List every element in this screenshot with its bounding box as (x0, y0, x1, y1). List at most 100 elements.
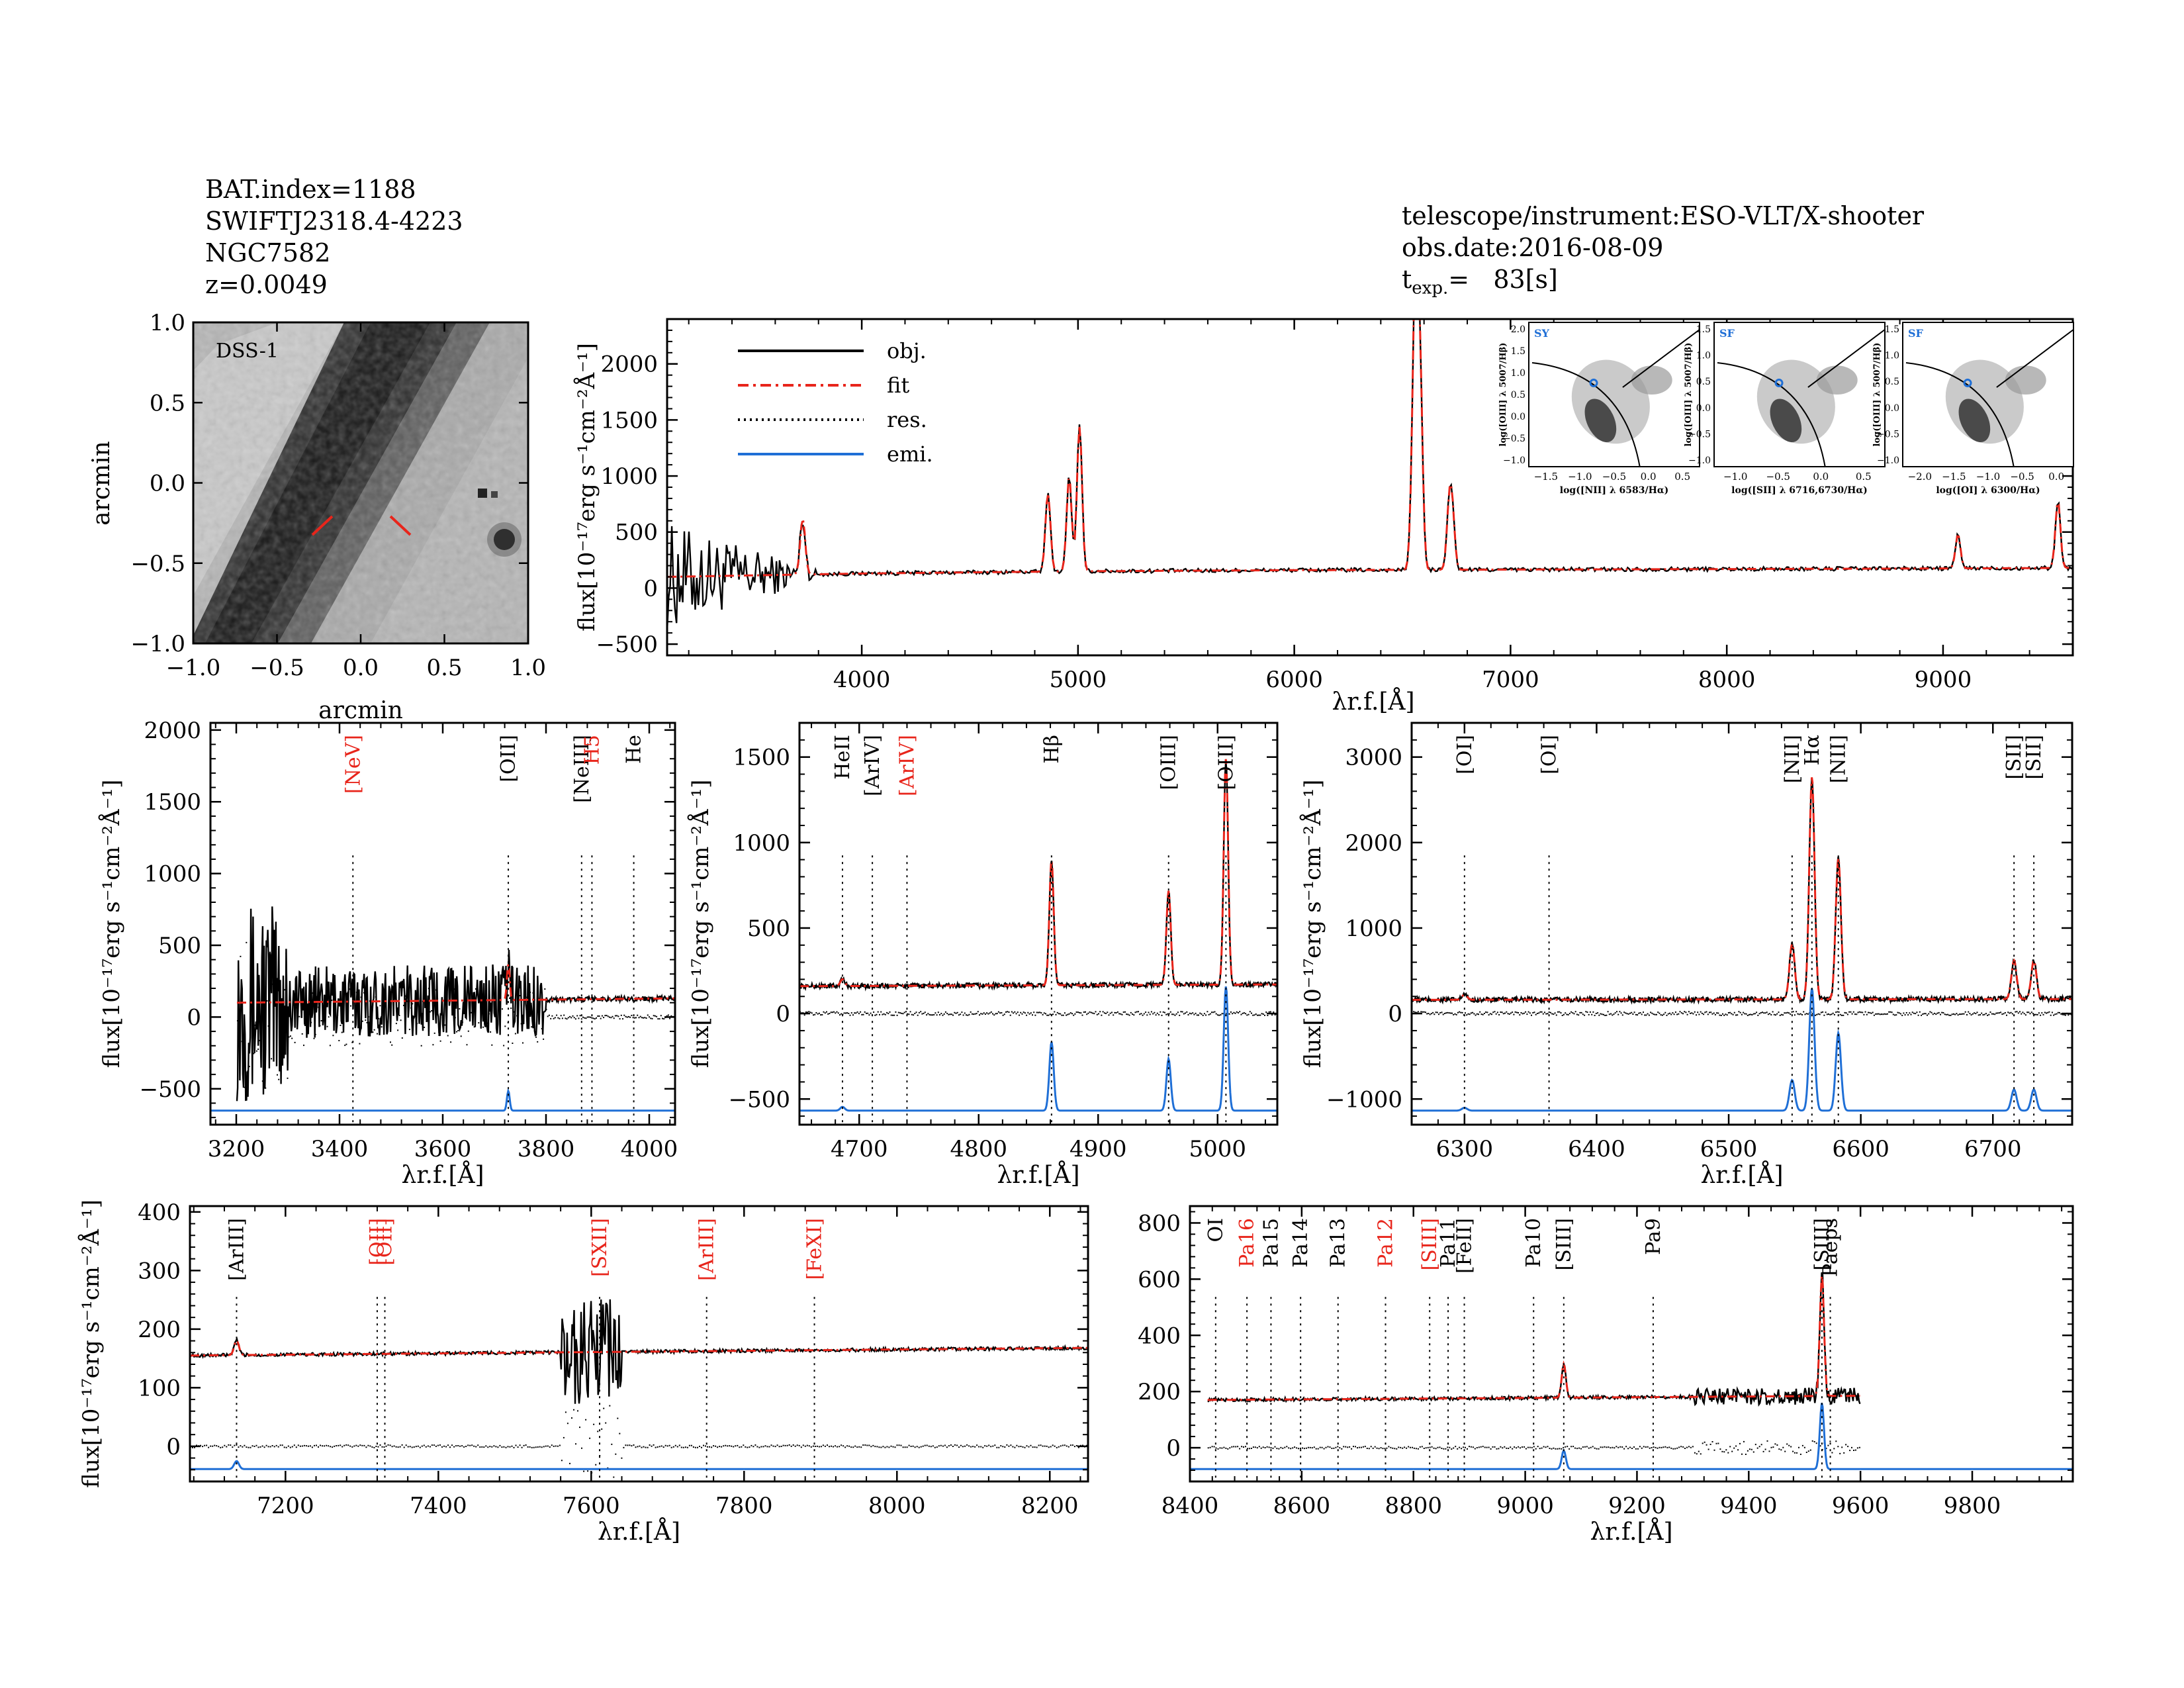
line-label: Pa11 (1437, 1218, 1460, 1268)
line-label: [NeIII] (570, 735, 594, 803)
bpt-xtick-label: 0.0 (2048, 471, 2064, 483)
density-core (1770, 399, 1802, 443)
spectrum-panels: 4000 5000 6000 7000 8000 9000−500050010001500… (77, 318, 2074, 1546)
xtick-label: 5000 (1189, 1136, 1246, 1162)
xtick-label: 7200 (257, 1493, 314, 1519)
xtick-label: 5000 (1050, 667, 1107, 693)
line-label: [SIII] (1418, 1218, 1441, 1271)
emission-model (1412, 988, 2072, 1112)
x-axis-label: λr.f.[Å] (1700, 1161, 1783, 1189)
bpt-class-tag: SY (1534, 327, 1550, 340)
line-label: Pa12 (1375, 1218, 1398, 1268)
bpt-ytick-label: −0.5 (1503, 434, 1525, 444)
object-spectrum (1412, 777, 2072, 1005)
bpt-inset-frame (1528, 322, 1700, 467)
line-label: [NeV] (341, 735, 365, 794)
line-label: [NII] (1827, 735, 1850, 783)
object-spectrum (1207, 1272, 1861, 1407)
dss-xlabel: arcmin (318, 697, 403, 724)
bpt-insets: SY−1.5 −1.0 −0.5 0.0 0.52.01.51.00.50.0−0.5−… (1498, 322, 2074, 496)
xtick-label: 9200 (1608, 1493, 1666, 1519)
line-label: Pa16 (1236, 1218, 1259, 1268)
bpt-ytick-label: 0.0 (1885, 403, 1899, 414)
bpt-xtick-label: −1.5 (1534, 471, 1558, 483)
legend: obj. fit res. emi. (738, 338, 933, 467)
xtick-label: 3200 (208, 1136, 265, 1162)
bpt-xtick-label: −1.0 (1976, 471, 2000, 483)
line-label: [OII] (373, 1218, 396, 1266)
ytick-label: 0 (643, 575, 658, 602)
line-label: Pa10 (1522, 1218, 1545, 1268)
bpt-xtick-label: −1.0 (1568, 471, 1592, 483)
demarcation-curve (1531, 362, 1641, 467)
ytick-label: 2000 (1345, 830, 1402, 857)
object-point (1963, 379, 1972, 388)
xtick-label: 4000 (833, 667, 891, 693)
xtick-label: 9000 (1496, 1493, 1554, 1519)
bpt-ylabel: log([OIII] λ 5007/Hβ) (1684, 343, 1694, 447)
bpt-inset-frame (1902, 322, 2074, 467)
bpt-xtick-label: 0.5 (1856, 471, 1872, 483)
xtick-label: 4000 (621, 1136, 678, 1162)
ytick-label: 800 (1138, 1210, 1181, 1237)
ytick-label: 1500 (144, 789, 201, 816)
xtick-label: 6500 (1700, 1136, 1758, 1162)
y-axis-label: flux[10⁻¹⁷erg s⁻¹cm⁻²Å⁻¹] (573, 343, 600, 632)
demarcation-line (1622, 329, 1700, 388)
texp-label: t (1402, 265, 1412, 294)
xtick-label: 4800 (950, 1136, 1007, 1162)
xtick-label: 7600 (563, 1493, 620, 1519)
plot-area-panel_hbeta (799, 759, 1277, 1125)
ytick-label: 1000 (733, 830, 790, 857)
line-label: [FeXI] (803, 1218, 827, 1280)
panel-frame (1410, 722, 2073, 1126)
xtick-label: 8000 (868, 1493, 926, 1519)
line-label: [OI] (1453, 735, 1477, 774)
ytick-label: 0 (1166, 1435, 1181, 1462)
x-axis-label: λr.f.[Å] (598, 1518, 680, 1546)
panel-frame (798, 722, 1279, 1126)
line-label: He (623, 735, 646, 764)
line-label: Pa13 (1327, 1218, 1350, 1268)
emission-model (210, 1088, 675, 1112)
ytick-label: 3000 (1345, 745, 1402, 771)
ytick-label: 300 (138, 1258, 181, 1284)
xtick-label: 6600 (1832, 1136, 1889, 1162)
ytick-label: 500 (747, 915, 790, 942)
line-label: HeII (831, 735, 854, 780)
bpt-ytick-label: −0.5 (1877, 429, 1899, 440)
plot-area-panel_red1 (190, 1297, 1088, 1481)
legend-label-2: res. (887, 407, 927, 432)
redshift: z=0.0049 (205, 270, 328, 299)
line-label: [ArIII] (225, 1218, 248, 1281)
ytick-label: 400 (1138, 1323, 1181, 1349)
demarcation-line (1807, 329, 1886, 388)
xtick-label: 3400 (311, 1136, 369, 1162)
bpt-xtick-label: −2.0 (1908, 471, 1932, 483)
spectrum-panel-panel_blue: [NeV] [OII] [NeIII]H5 He 3200 3400 3600 3800 400… (98, 718, 678, 1189)
fit-spectrum (1207, 1276, 1860, 1401)
bpt-ytick-label: 0.0 (1696, 403, 1711, 414)
dss-xtick-label: 0.0 (343, 655, 379, 681)
spectrum-panel-overview: 4000 5000 6000 7000 8000 9000 −500 0 500 1000 1500… (573, 318, 2074, 716)
ytick-label: 1000 (600, 463, 658, 490)
y-axis-label: flux[10⁻¹⁷erg s⁻¹cm⁻²Å⁻¹] (98, 780, 125, 1068)
bpt-ytick-label: −1.0 (1503, 455, 1525, 466)
ytick-label: 2000 (144, 718, 201, 744)
dss-label: DSS-1 (216, 340, 279, 363)
xtick-label: 8000 (1698, 667, 1756, 693)
residual-series (190, 1405, 1088, 1478)
line-label: OI (1205, 1218, 1228, 1242)
spectrum-panel-panel_red1: [ArIII] [OII][OII] [SXII] [ArIII] [FeXI] 7200… (77, 1199, 1089, 1546)
fit-spectrum (237, 964, 675, 1004)
ytick-label: 0 (187, 1004, 201, 1031)
ytick-label: −500 (140, 1076, 201, 1103)
plot-area-overview (667, 319, 2073, 631)
texp-sub: exp. (1412, 278, 1449, 299)
line-label: Pa9 (1642, 1218, 1665, 1255)
exposure-time: texp.= 83[s] (1402, 263, 1924, 305)
bpt-xtick-label: −1.5 (1942, 471, 1966, 483)
line-label: [ArIV] (895, 735, 919, 796)
demarcation-curve (1717, 362, 1826, 467)
